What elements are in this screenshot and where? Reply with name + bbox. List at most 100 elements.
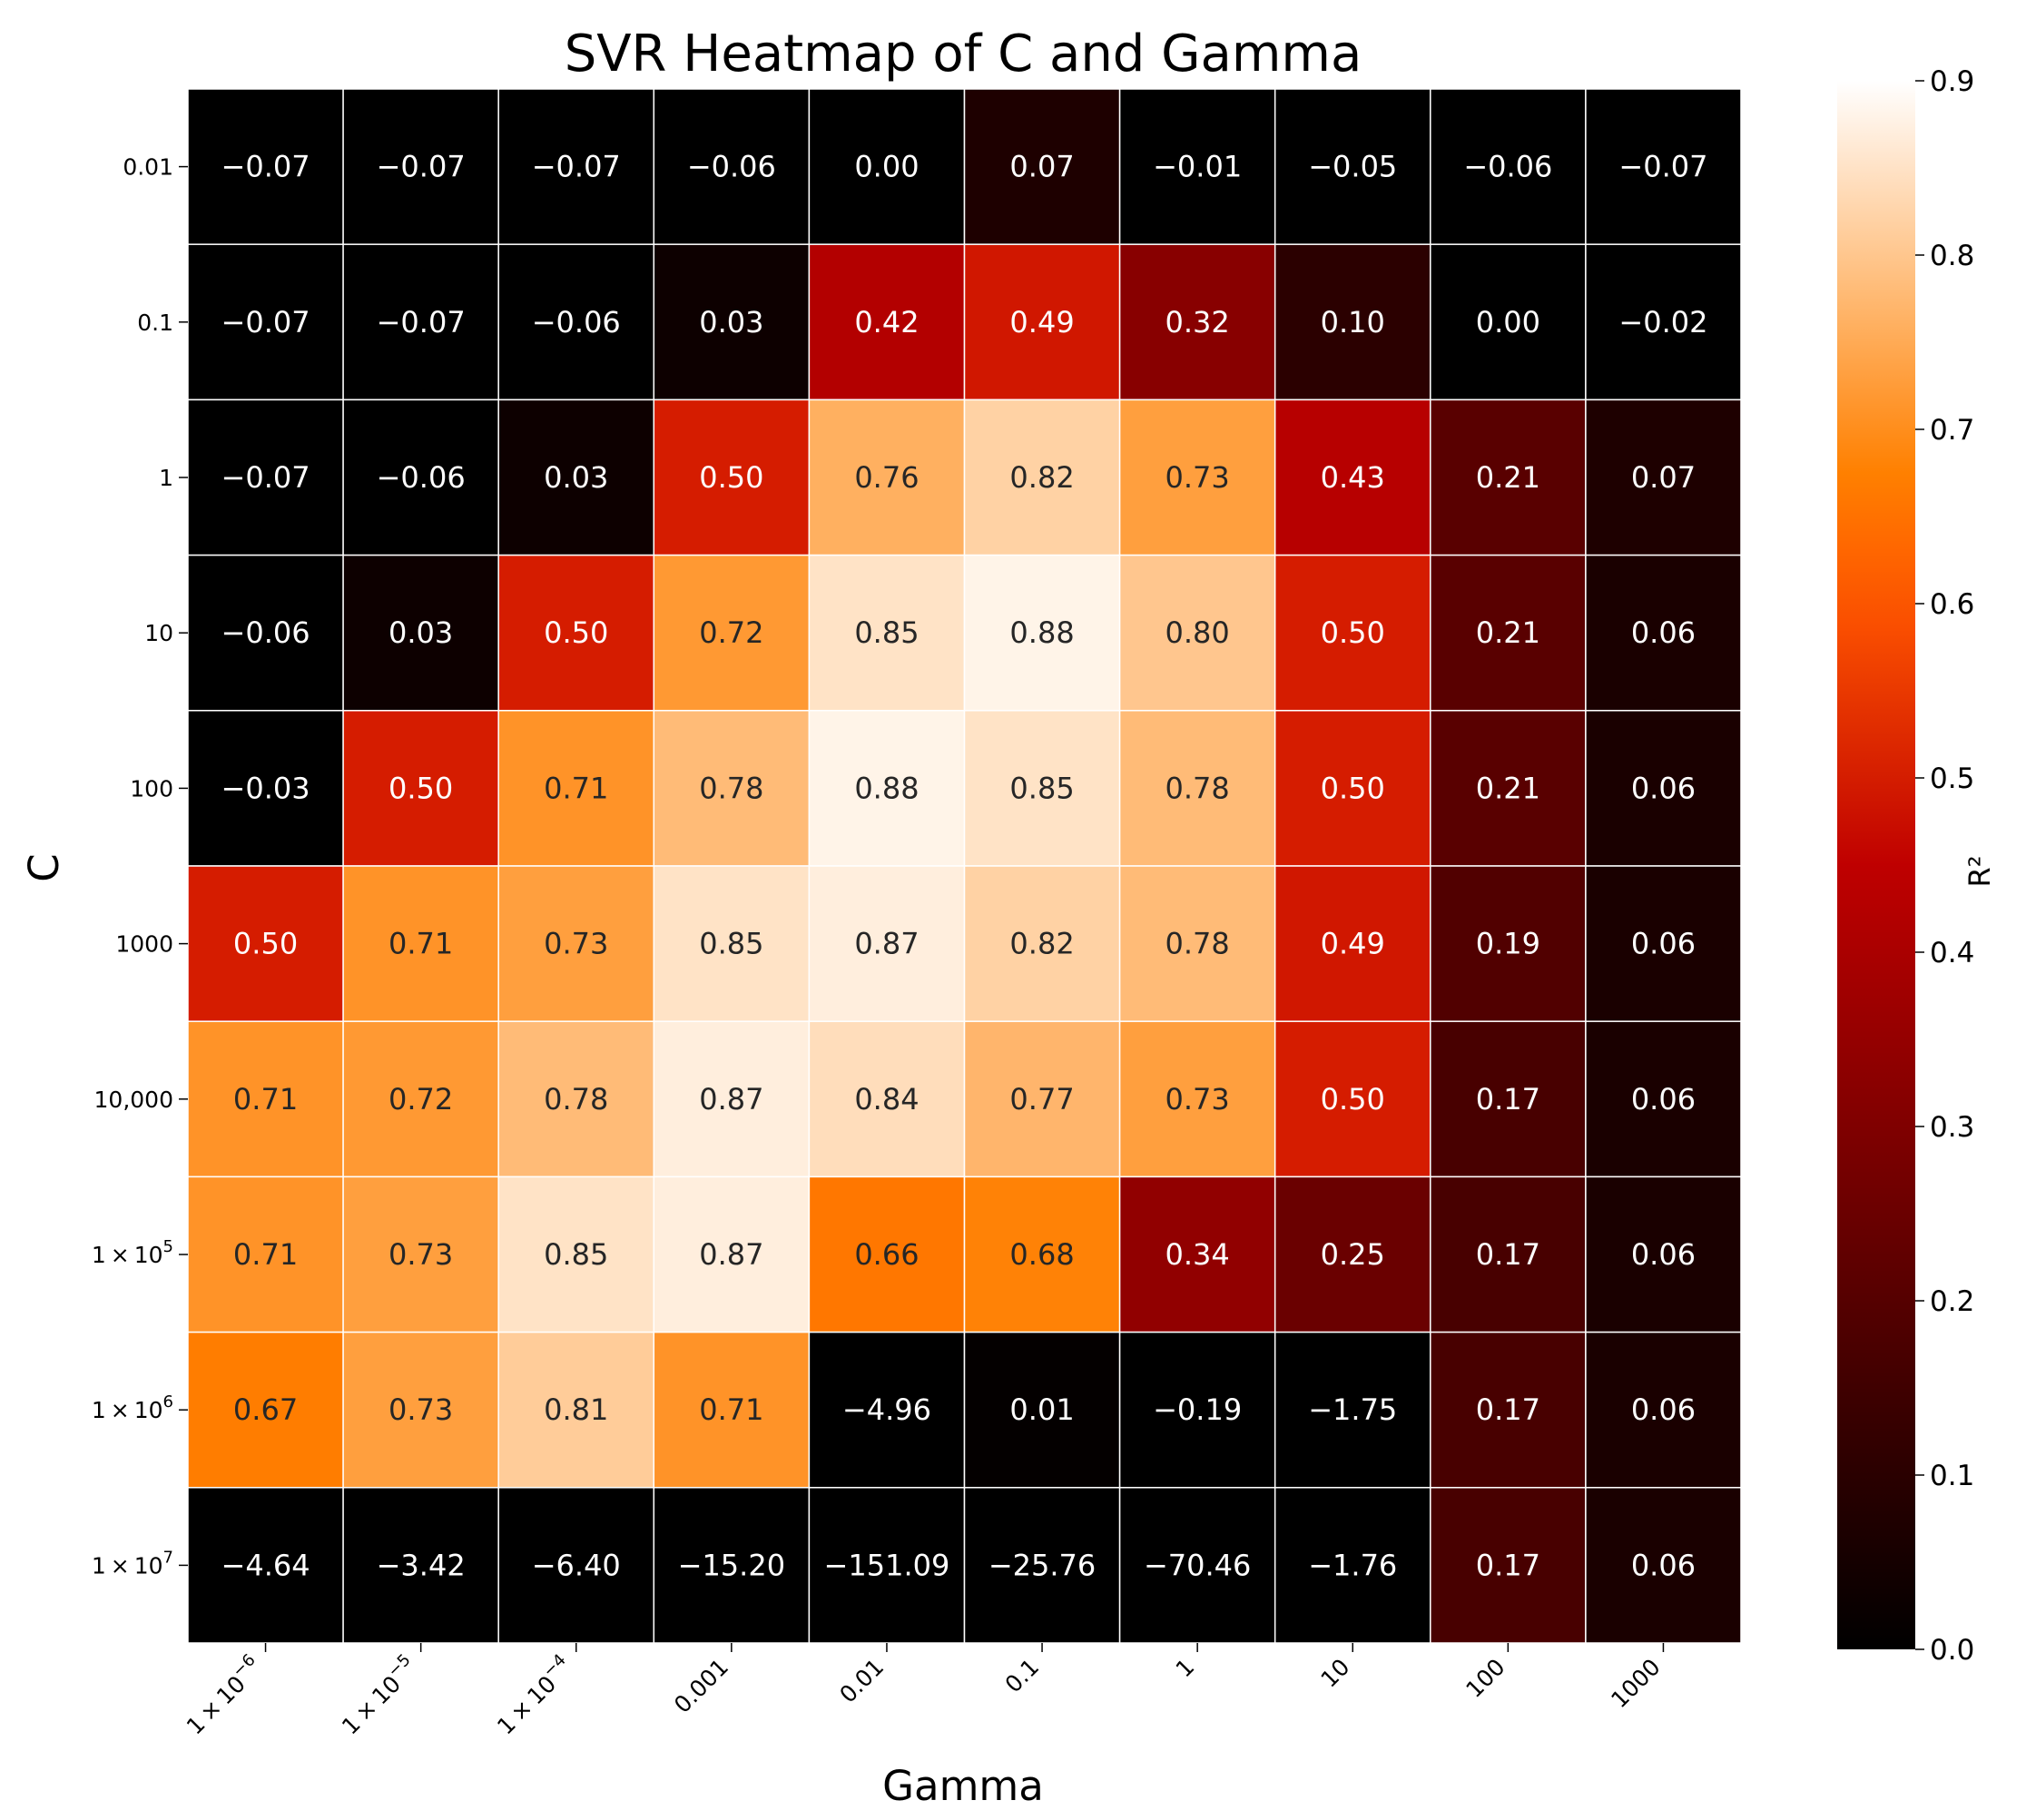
heatmap-cell [808, 1487, 966, 1644]
heatmap-cell [1274, 88, 1431, 245]
heatmap-cell [963, 88, 1121, 245]
heatmap-cell [1430, 1176, 1587, 1333]
cell-value-label: 0.50 [1321, 771, 1385, 805]
heatmap-cell [1585, 554, 1742, 712]
x-tick-label: 100 [1460, 1654, 1510, 1703]
cell-value-label: −0.07 [377, 305, 466, 339]
cell-value-label: 0.87 [854, 927, 919, 961]
heatmap-cell [1585, 243, 1742, 401]
cell-value-label: −0.07 [221, 305, 310, 339]
heatmap-cell [1585, 1020, 1742, 1178]
colorbar-tick-label: 0.6 [1930, 588, 1974, 621]
colorbar-tick-label: 0.9 [1930, 65, 1974, 98]
y-tick-label: 1 × 106 [92, 1392, 173, 1423]
heatmap-cell [1118, 398, 1276, 556]
heatmap-cell [1274, 1020, 1431, 1178]
heatmap-cell [808, 1176, 966, 1333]
heatmap-cell [963, 1331, 1121, 1489]
x-tick-label: 1 × 10−4 [489, 1650, 578, 1739]
cell-value-label: 0.78 [699, 771, 763, 805]
heatmap-cell [497, 865, 655, 1022]
heatmap-cell [1274, 554, 1431, 712]
cell-value-label: 0.25 [1321, 1237, 1385, 1272]
cell-value-label: 0.71 [233, 1082, 298, 1117]
cell-value-label: 0.87 [699, 1082, 763, 1117]
heatmap-cell [342, 243, 499, 401]
cell-value-label: 0.17 [1476, 1082, 1540, 1117]
heatmap-cell [187, 88, 344, 245]
heatmap-cell [653, 865, 811, 1022]
cell-value-label: 0.71 [233, 1237, 298, 1272]
cell-value-label: 0.06 [1631, 1237, 1696, 1272]
cell-value-label: 0.77 [1009, 1082, 1074, 1117]
cell-value-label: 0.17 [1476, 1548, 1540, 1582]
heatmap-cell [1430, 398, 1587, 556]
heatmap-cell [963, 554, 1121, 712]
cell-value-label: 0.85 [1009, 771, 1074, 805]
cell-value-label: −0.06 [221, 615, 310, 650]
cell-value-label: 0.68 [1009, 1237, 1074, 1272]
x-tick-label: 0.001 [669, 1654, 733, 1718]
cell-value-label: 0.06 [1631, 771, 1696, 805]
heatmap-cell [187, 1487, 344, 1644]
heatmap-cell [808, 88, 966, 245]
cell-value-label: 0.50 [1321, 615, 1385, 650]
cell-value-label: −6.40 [532, 1548, 621, 1582]
heatmap-cell [342, 710, 499, 867]
cell-value-label: 0.88 [1009, 615, 1074, 650]
cell-value-label: 0.85 [854, 615, 919, 650]
colorbar-tick-label: 0.7 [1930, 414, 1974, 447]
colorbar-gradient [1837, 81, 1915, 1649]
cell-value-label: −1.75 [1308, 1392, 1397, 1427]
heatmap-cell [187, 865, 344, 1022]
cell-value-label: −0.06 [1463, 150, 1552, 184]
heatmap-cell [497, 1331, 655, 1489]
cell-value-label: 0.66 [854, 1237, 919, 1272]
cell-value-label: −15.20 [678, 1548, 785, 1582]
cell-value-label: 0.78 [1165, 771, 1230, 805]
heatmap-cell [187, 398, 344, 556]
cell-value-label: −25.76 [988, 1548, 1096, 1582]
cell-value-label: 0.85 [699, 927, 763, 961]
cell-value-label: −4.64 [221, 1548, 310, 1582]
heatmap-cell [187, 554, 344, 712]
heatmap-cells [187, 88, 1742, 1644]
cell-value-label: 0.84 [854, 1082, 919, 1117]
heatmap-cell [342, 398, 499, 556]
heatmap-cell [1274, 1487, 1431, 1644]
heatmap-cell [1585, 710, 1742, 867]
cell-value-label: 0.85 [544, 1237, 608, 1272]
y-tick-label: 10,000 [94, 1087, 173, 1113]
heatmap-cell [497, 88, 655, 245]
heatmap-cell [963, 1487, 1121, 1644]
heatmap-cell [1274, 398, 1431, 556]
colorbar-tick-label: 0.5 [1930, 762, 1974, 795]
y-tick-label: 1 × 107 [92, 1548, 173, 1579]
cell-value-label: 0.06 [1631, 1392, 1696, 1427]
cell-value-label: 0.06 [1631, 1082, 1696, 1117]
cell-value-label: −0.06 [687, 150, 776, 184]
heatmap-cell [1274, 243, 1431, 401]
heatmap-cell [187, 1020, 344, 1178]
cell-value-label: 0.01 [1009, 1392, 1074, 1427]
heatmap-cell [808, 1331, 966, 1489]
heatmap-cell [1274, 1331, 1431, 1489]
heatmap-cell [1430, 1331, 1587, 1489]
heatmap-cell [1430, 243, 1587, 401]
heatmap-cell [1430, 554, 1587, 712]
cell-value-label: 0.72 [388, 1082, 453, 1117]
cell-value-label: −1.76 [1308, 1548, 1397, 1582]
heatmap-cell [1118, 1020, 1276, 1178]
y-tick-label: 1 [159, 465, 173, 491]
colorbar: 0.0 0.1 0.2 0.3 0.4 0.5 0.6 0.7 0.8 0.9 [1837, 65, 1974, 1667]
cell-value-label: −0.07 [221, 150, 310, 184]
cell-value-label: −3.42 [377, 1548, 466, 1582]
heatmap-cell [1585, 1176, 1742, 1333]
heatmap-cell [187, 1331, 344, 1489]
y-tick-label: 1000 [115, 931, 173, 958]
cell-value-label: −0.03 [221, 771, 310, 805]
colorbar-tick-label: 0.3 [1930, 1111, 1974, 1144]
y-tick-label: 100 [130, 775, 173, 802]
cell-value-label: 0.03 [388, 615, 453, 650]
